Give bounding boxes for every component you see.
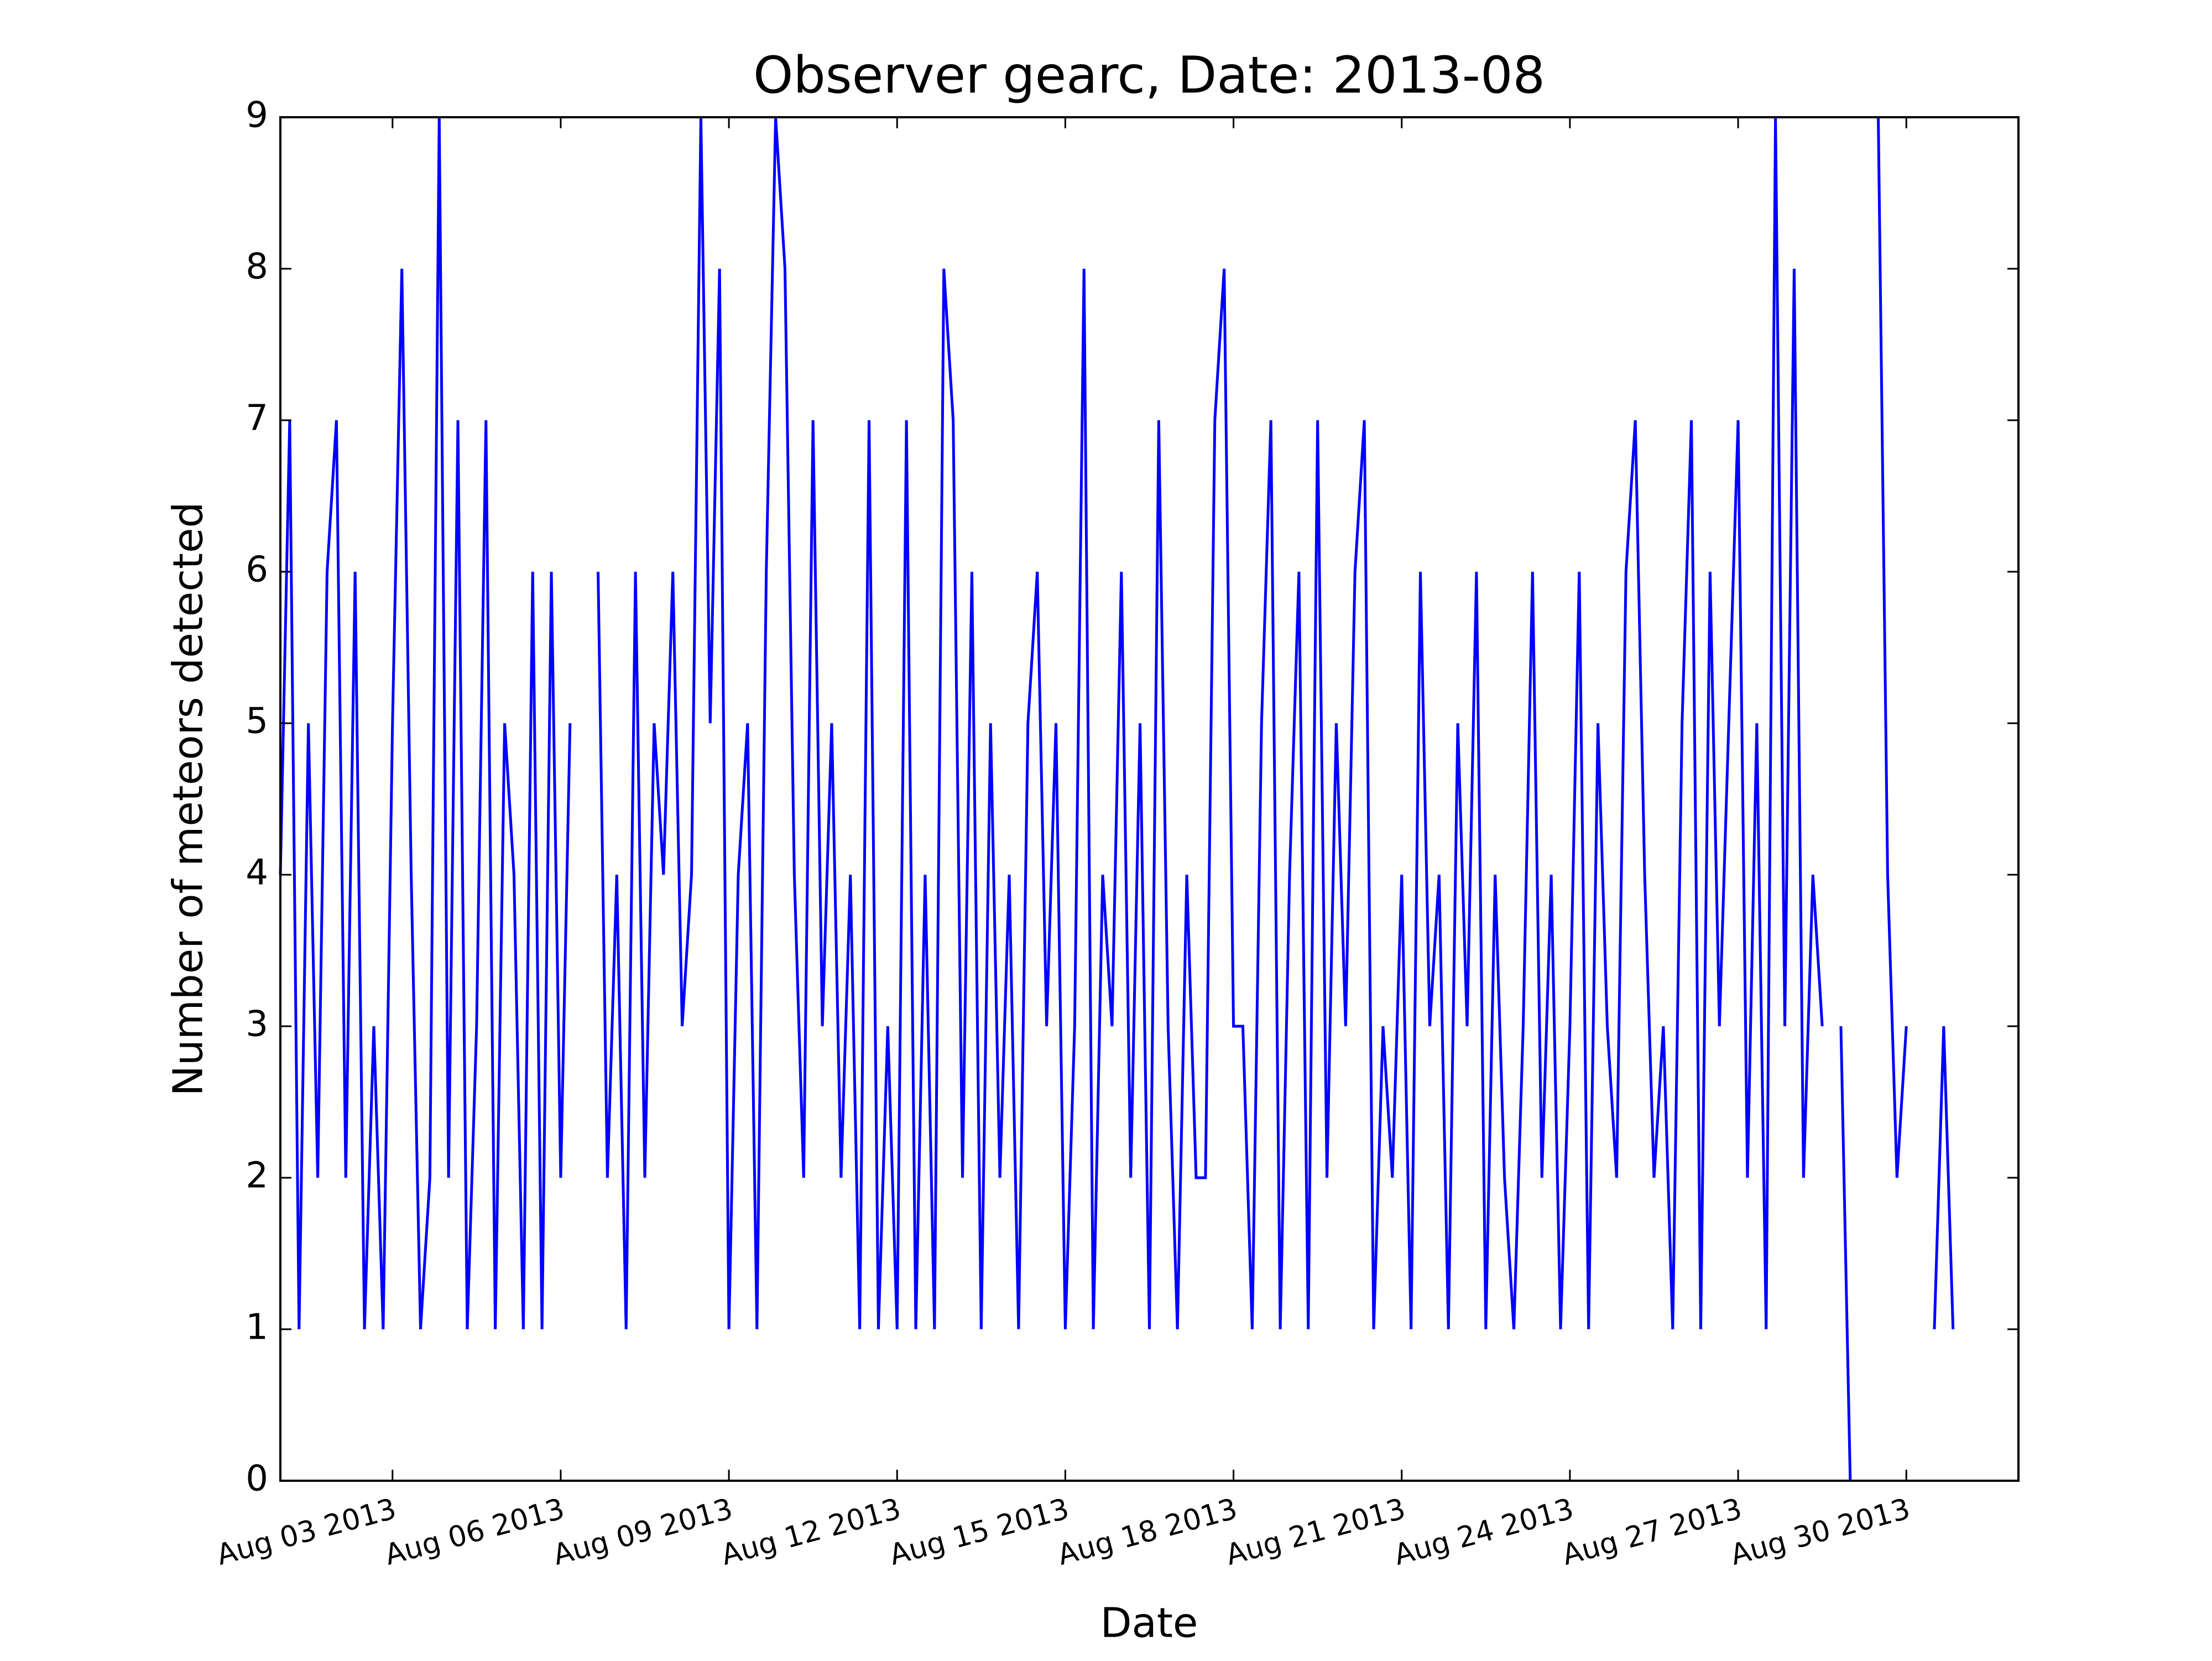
axes-frame	[279, 116, 2020, 1482]
y-tick-label: 5	[246, 701, 268, 742]
x-axis-label: Date	[1100, 1600, 1198, 1647]
y-tick-label: 7	[246, 398, 268, 439]
y-tick-label: 9	[246, 95, 268, 136]
y-tick-label: 8	[246, 247, 268, 288]
chart-title: Observer gearc, Date: 2013-08	[753, 45, 1545, 105]
y-tick-label: 0	[246, 1459, 268, 1500]
data-line	[279, 117, 1955, 1481]
y-axis-label: Number of meteors detected	[165, 502, 212, 1096]
y-tick-label: 4	[246, 853, 268, 894]
plot-area	[279, 117, 1955, 1481]
y-tick-label: 1	[246, 1307, 268, 1348]
y-tick-label: 3	[246, 1004, 268, 1045]
y-tick-label: 6	[246, 550, 268, 591]
y-tick-label: 2	[246, 1156, 268, 1197]
